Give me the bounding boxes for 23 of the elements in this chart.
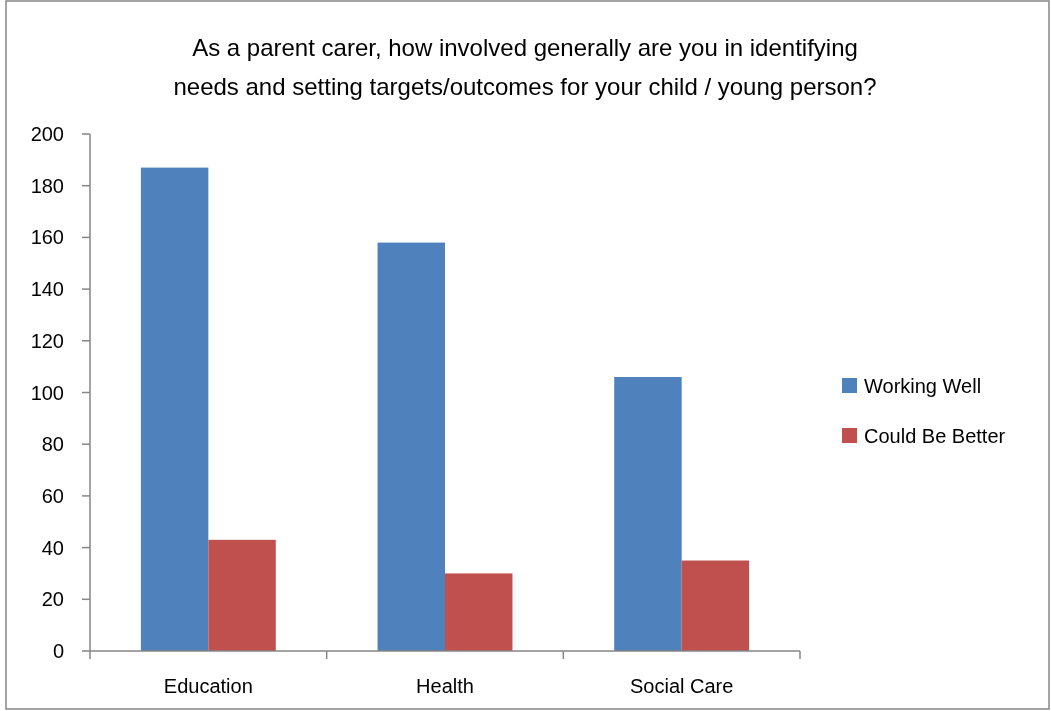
bar [681,560,750,651]
bar [140,167,209,651]
chart-title: As a parent carer, how involved generally are you in identifying needs and setting targets/outcomes for your child / young person? [173,34,877,100]
y-tick-label: 200 [30,123,64,145]
bar [377,242,445,651]
bar [614,376,682,651]
y-tick-label: 180 [30,174,64,197]
y-tick-label: 160 [30,226,64,249]
y-tick-label: 20 [41,588,64,611]
y-tick-label: 140 [30,278,64,301]
y-tick-label: 80 [41,433,64,456]
x-tick-label: Social Care [629,675,734,697]
y-tick-label: 0 [52,640,64,662]
x-tick-label: Health [416,675,474,697]
y-tick-label: 60 [41,484,64,507]
y-tick-label: 120 [30,329,64,352]
x-tick-label: Education [163,675,253,697]
legend-label: Could Be Better [864,424,1006,447]
y-tick-label: 40 [41,536,64,559]
y-tick-label: 100 [30,381,64,404]
bar [208,539,276,651]
legend-label: Working Well [864,374,982,397]
bar [445,573,513,651]
